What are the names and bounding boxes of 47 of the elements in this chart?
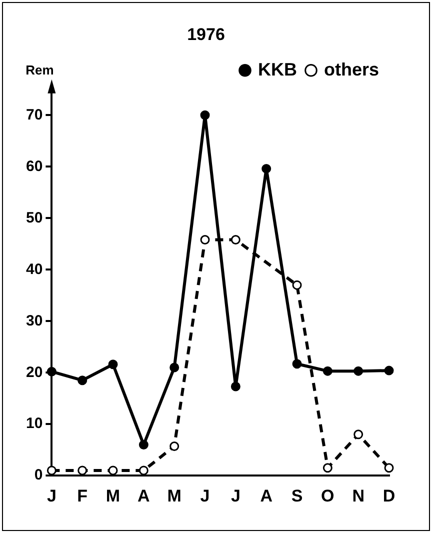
x-tick-label: A xyxy=(138,486,150,506)
point xyxy=(170,362,180,372)
point xyxy=(200,110,210,120)
point xyxy=(292,280,302,290)
legend-label: others xyxy=(324,59,380,80)
point xyxy=(138,440,148,450)
point xyxy=(354,430,364,440)
point xyxy=(354,366,364,376)
y-tick-label: 60 xyxy=(26,158,43,175)
x-tick-label: D xyxy=(382,486,396,506)
chart-title: 1976 xyxy=(187,24,225,44)
point xyxy=(108,466,118,476)
x-tick-label: N xyxy=(352,486,364,506)
x-tick-label: J xyxy=(46,486,56,506)
y-tick-label: 0 xyxy=(34,466,43,484)
point xyxy=(170,442,180,451)
point xyxy=(230,382,240,392)
point xyxy=(46,366,56,376)
point xyxy=(262,164,272,174)
x-tick-label: J xyxy=(200,486,210,506)
point xyxy=(322,463,332,473)
point xyxy=(200,235,210,245)
x-tick-label: J xyxy=(230,486,240,506)
x-tick-label: A xyxy=(260,486,272,506)
point xyxy=(138,466,148,476)
y-axis-title: Rem xyxy=(26,62,54,78)
y-tick-label: 30 xyxy=(26,312,43,330)
x-tick-label: S xyxy=(291,486,303,506)
point xyxy=(78,376,88,386)
point xyxy=(322,366,332,376)
point xyxy=(46,466,56,476)
y-tick-label: 50 xyxy=(26,209,43,226)
legend-label: KKB xyxy=(258,59,297,80)
y-tick-label: 70 xyxy=(26,106,43,124)
point xyxy=(230,235,240,245)
point xyxy=(384,366,394,376)
point xyxy=(384,463,394,473)
x-tick-label: M xyxy=(106,486,120,506)
x-tick-label: M xyxy=(167,486,182,506)
y-tick-label: 20 xyxy=(26,364,43,381)
y-tick-label: 10 xyxy=(26,415,43,432)
x-tick-label: F xyxy=(77,486,88,506)
x-tick-label: O xyxy=(321,486,334,506)
y-tick-label: 40 xyxy=(26,260,43,278)
point xyxy=(108,360,118,370)
point xyxy=(78,466,88,476)
point xyxy=(292,359,302,369)
